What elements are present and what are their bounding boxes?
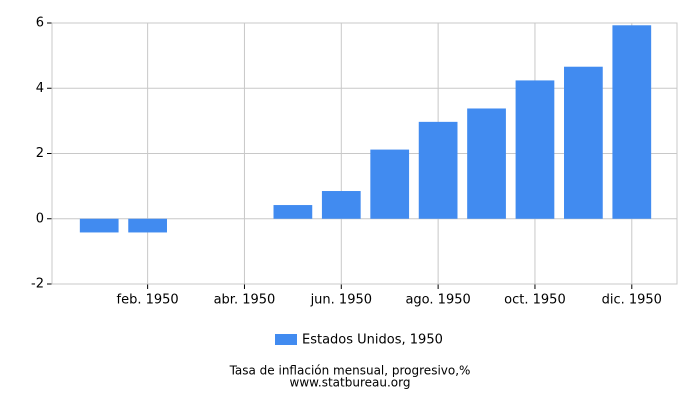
bar — [79, 218, 119, 233]
x-tick-label: ago. 1950 — [405, 293, 470, 308]
y-tick-label: 0 — [36, 211, 44, 226]
x-tick-label: abr. 1950 — [214, 293, 276, 308]
footer-caption: Tasa de inflación mensual, progresivo,% — [229, 364, 471, 378]
bar — [273, 205, 313, 219]
y-tick-label: 4 — [36, 81, 44, 96]
bar — [564, 66, 603, 219]
bar — [321, 191, 361, 219]
bar — [418, 121, 458, 219]
x-tick-label: jun. 1950 — [310, 293, 372, 308]
y-tick-label: 2 — [36, 146, 44, 161]
bar — [612, 25, 652, 219]
footer-url: www.statbureau.org — [290, 376, 411, 390]
bar — [128, 218, 167, 233]
bar — [467, 108, 506, 219]
y-tick-label: -2 — [31, 277, 44, 292]
y-tick-label: 6 — [36, 16, 44, 31]
legend-label: Estados Unidos, 1950 — [302, 333, 443, 348]
x-tick-label: dic. 1950 — [602, 293, 662, 308]
bar — [515, 80, 555, 219]
plot-frame — [51, 22, 678, 285]
x-tick-label: oct. 1950 — [504, 293, 566, 308]
legend-swatch — [275, 334, 297, 345]
bar — [370, 149, 410, 219]
x-tick-label: feb. 1950 — [117, 293, 179, 308]
